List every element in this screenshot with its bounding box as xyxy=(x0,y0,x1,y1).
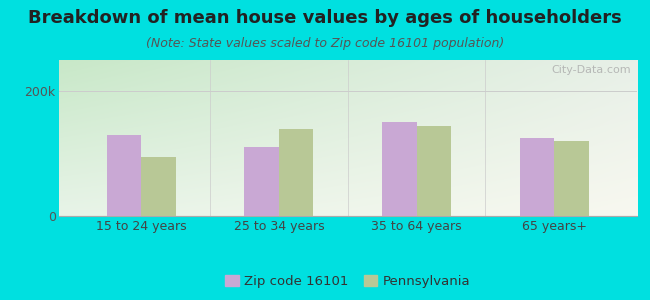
Text: (Note: State values scaled to Zip code 16101 population): (Note: State values scaled to Zip code 1… xyxy=(146,38,504,50)
Text: City-Data.com: City-Data.com xyxy=(552,65,631,75)
Bar xyxy=(279,129,313,216)
Bar xyxy=(520,138,554,216)
Bar xyxy=(141,157,176,216)
Bar xyxy=(244,147,279,216)
Legend: Zip code 16101, Pennsylvania: Zip code 16101, Pennsylvania xyxy=(220,269,475,293)
Bar xyxy=(107,135,141,216)
Bar xyxy=(554,141,589,216)
Text: Breakdown of mean house values by ages of householders: Breakdown of mean house values by ages o… xyxy=(28,9,622,27)
Bar xyxy=(417,125,451,216)
Bar xyxy=(382,122,417,216)
